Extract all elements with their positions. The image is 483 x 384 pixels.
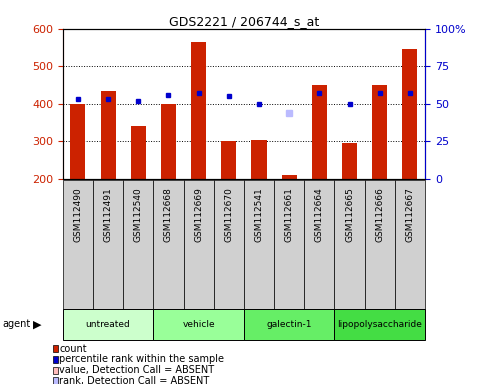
Text: agent: agent [2,319,30,329]
Bar [184,180,213,309]
Bar [244,180,274,309]
Text: GSM112490: GSM112490 [73,187,83,242]
Text: untreated: untreated [85,320,130,329]
Bar [161,104,176,179]
Bar [334,309,425,340]
Bar [213,180,244,309]
Bar [191,42,206,179]
Bar [244,309,334,340]
Text: GSM112667: GSM112667 [405,187,414,242]
Text: GSM112661: GSM112661 [284,187,294,242]
Text: GSM112668: GSM112668 [164,187,173,242]
Text: GSM112670: GSM112670 [224,187,233,242]
Text: galectin-1: galectin-1 [267,320,312,329]
Text: GSM112666: GSM112666 [375,187,384,242]
Text: GSM112491: GSM112491 [103,187,113,242]
Text: percentile rank within the sample: percentile rank within the sample [59,354,224,364]
Text: ▶: ▶ [33,319,42,329]
Bar [334,180,365,309]
Text: lipopolysaccharide: lipopolysaccharide [337,320,422,329]
Title: GDS2221 / 206744_s_at: GDS2221 / 206744_s_at [169,15,319,28]
Bar [365,180,395,309]
Bar [100,91,115,179]
Text: count: count [59,344,87,354]
Text: GSM112540: GSM112540 [134,187,143,242]
Text: GSM112665: GSM112665 [345,187,354,242]
Text: GSM112669: GSM112669 [194,187,203,242]
Bar [131,126,146,179]
Bar [252,141,267,179]
Bar [274,180,304,309]
Bar [63,180,93,309]
Bar [221,141,236,179]
Bar [93,180,123,309]
Text: vehicle: vehicle [182,320,215,329]
Bar [71,104,85,179]
Bar [63,309,154,340]
Bar [282,175,297,179]
Bar [395,180,425,309]
Bar [123,180,154,309]
Text: rank, Detection Call = ABSENT: rank, Detection Call = ABSENT [59,376,210,384]
Text: GSM112541: GSM112541 [255,187,264,242]
Bar [304,180,334,309]
Text: GSM112664: GSM112664 [315,187,324,242]
Bar [342,143,357,179]
Bar [312,85,327,179]
Bar [402,49,417,179]
Bar [154,309,244,340]
Bar [154,180,184,309]
Text: value, Detection Call = ABSENT: value, Detection Call = ABSENT [59,365,214,375]
Bar [372,85,387,179]
